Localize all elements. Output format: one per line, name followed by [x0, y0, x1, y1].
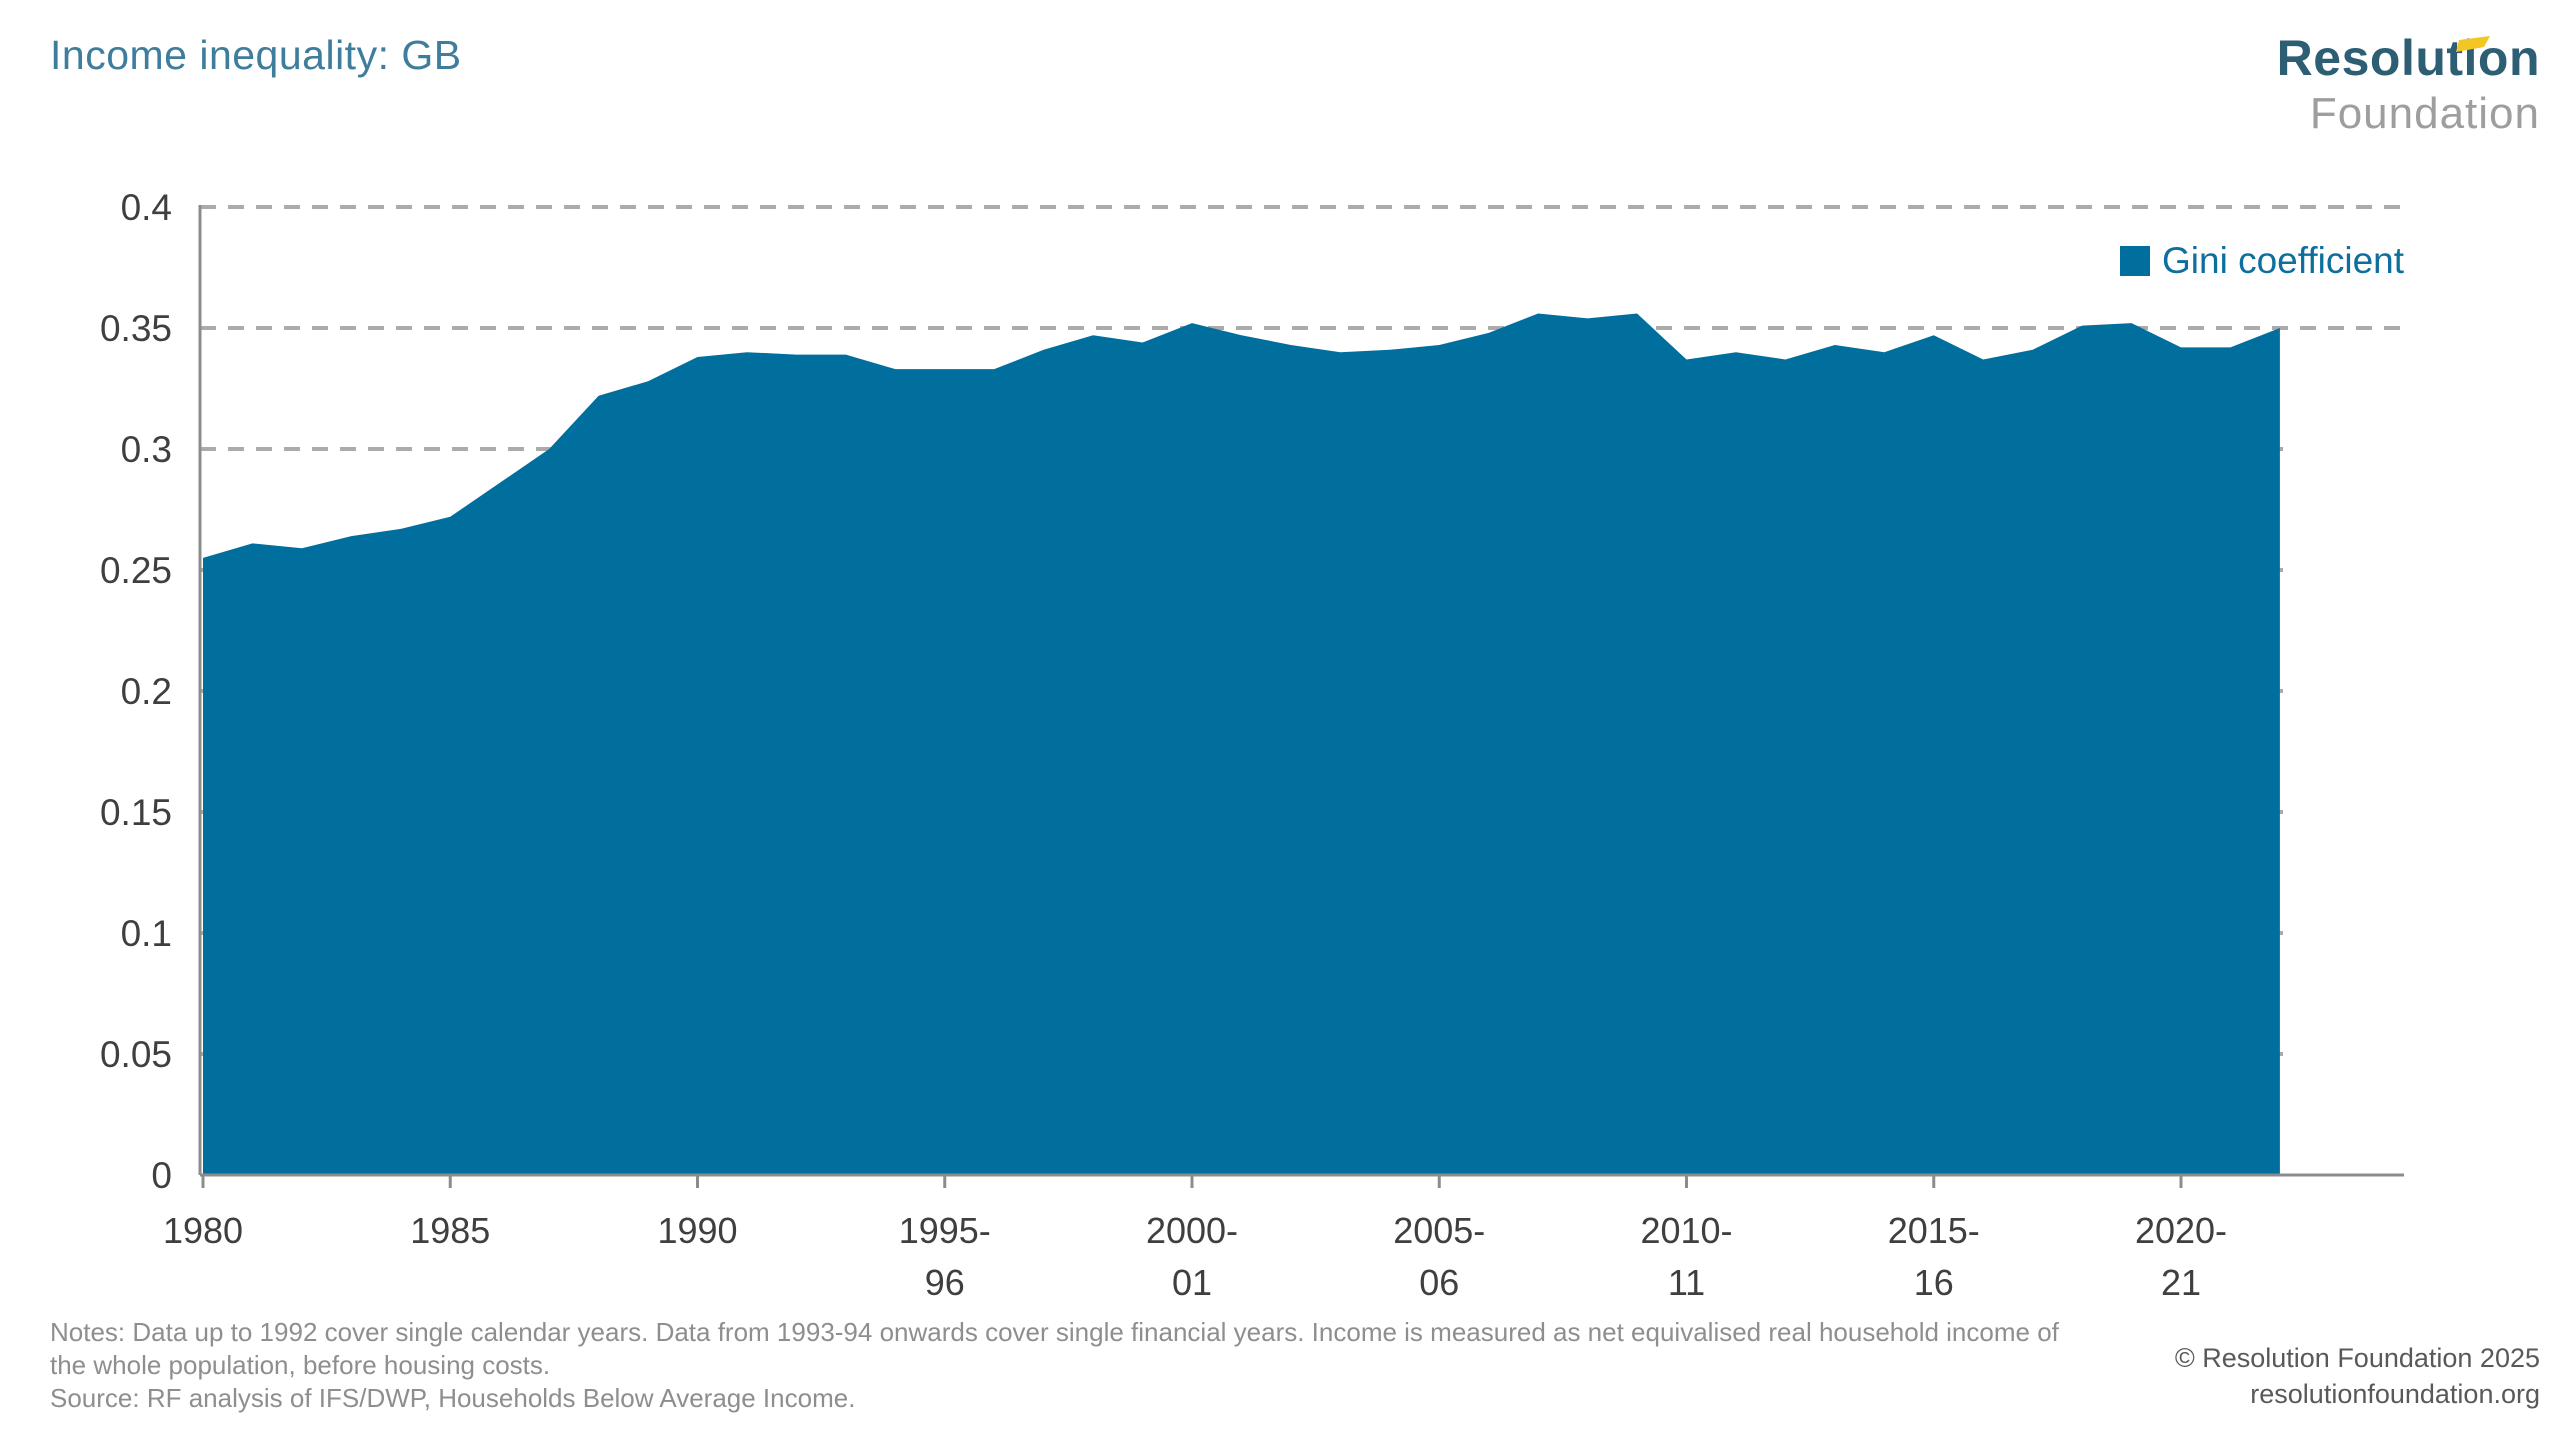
- x-tick-label-1990: 1990: [657, 1210, 737, 1251]
- source-line: Source: RF analysis of IFS/DWP, Househol…: [50, 1383, 856, 1413]
- y-tick-label-0.35: 0.35: [100, 308, 172, 349]
- footer-right: © Resolution Foundation 2025 resolutionf…: [2175, 1340, 2540, 1412]
- x-tick-label-2005-06: 2005-: [1393, 1210, 1485, 1251]
- x-tick-label-1985: 1985: [410, 1210, 490, 1251]
- y-tick-label-0.25: 0.25: [100, 550, 172, 591]
- y-tick-label-0: 0: [151, 1155, 172, 1196]
- y-tick-label-0.05: 0.05: [100, 1034, 172, 1075]
- notes-line-2: the whole population, before housing cos…: [50, 1350, 551, 1380]
- x-tick-label-2015-16: 16: [1914, 1262, 1954, 1303]
- x-tick-label-1995-96: 1995-: [899, 1210, 991, 1251]
- x-tick-label-1995-96: 96: [925, 1262, 965, 1303]
- x-tick-label-2020-21: 2020-: [2135, 1210, 2227, 1251]
- x-tick-label-2000-01: 2000-: [1146, 1210, 1238, 1251]
- brand-resolution: Resolution: [2277, 33, 2540, 83]
- x-tick-label-1980: 1980: [163, 1210, 243, 1251]
- website-url: resolutionfoundation.org: [2250, 1379, 2540, 1409]
- x-tick-label-2015-16: 2015-: [1888, 1210, 1980, 1251]
- resolution-foundation-logo: Resolution Foundation: [2277, 33, 2540, 136]
- y-tick-label-0.1: 0.1: [121, 913, 172, 954]
- y-tick-label-0.2: 0.2: [121, 671, 172, 712]
- brand-foundation-text: Foundation: [2309, 89, 2540, 138]
- x-tick-label-2020-21: 21: [2161, 1262, 2201, 1303]
- logo-flag-icon: [2456, 36, 2490, 52]
- notes-line-1: Notes: Data up to 1992 cover single cale…: [50, 1317, 2059, 1347]
- y-tick-label-0.4: 0.4: [121, 187, 172, 228]
- y-tick-label-0.3: 0.3: [121, 429, 172, 470]
- chart-notes: Notes: Data up to 1992 cover single cale…: [50, 1316, 2059, 1415]
- x-tick-label-2005-06: 06: [1419, 1262, 1459, 1303]
- chart-legend: Gini coefficient: [2120, 240, 2404, 282]
- page-title: Income inequality: GB: [50, 32, 462, 78]
- area-series-gini: [203, 313, 2280, 1176]
- y-tick-label-0.15: 0.15: [100, 792, 172, 833]
- copyright-line: © Resolution Foundation 2025: [2174, 1343, 2540, 1373]
- brand-resolution-text: Resolution: [2276, 30, 2540, 86]
- x-tick-label-2000-01: 01: [1172, 1262, 1212, 1303]
- x-tick-label-2010-11: 11: [1668, 1262, 1705, 1303]
- legend-label: Gini coefficient: [2162, 240, 2404, 281]
- x-tick-label-2010-11: 2010-: [1640, 1210, 1732, 1251]
- legend-swatch: [2120, 246, 2150, 276]
